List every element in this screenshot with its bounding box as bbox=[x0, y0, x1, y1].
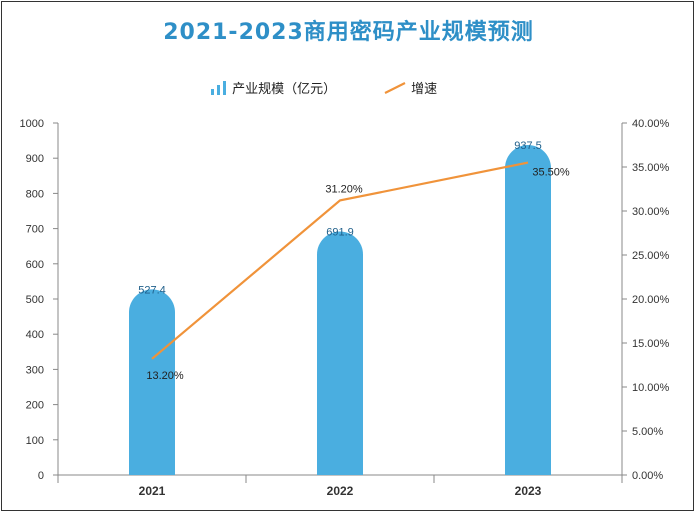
y-tick-label-right: 25.00% bbox=[632, 250, 670, 262]
x-tick-label: 2022 bbox=[327, 484, 354, 498]
y-tick-label-right: 10.00% bbox=[632, 382, 670, 394]
y-tick-label-right: 0.00% bbox=[632, 470, 663, 482]
bar-value-label: 691.9 bbox=[326, 226, 354, 238]
y-tick-label-left: 200 bbox=[26, 400, 44, 412]
y-tick-label-right: 20.00% bbox=[632, 294, 670, 306]
y-tick-label-left: 1000 bbox=[20, 118, 44, 130]
bar bbox=[505, 145, 551, 475]
legend-label-line: 增速 bbox=[411, 82, 438, 97]
y-tick-label-left: 300 bbox=[26, 364, 44, 376]
y-tick-label-right: 30.00% bbox=[632, 206, 670, 218]
legend-label-bars: 产业规模（亿元） bbox=[232, 82, 337, 97]
line-icon bbox=[384, 82, 406, 94]
growth-line bbox=[151, 161, 529, 360]
y-tick-label-left: 500 bbox=[26, 294, 44, 306]
bar-value-label: 527.4 bbox=[138, 284, 166, 296]
y-tick-label-left: 800 bbox=[26, 188, 44, 200]
y-tick-label-left: 400 bbox=[26, 329, 44, 341]
bar bbox=[129, 289, 175, 475]
legend: 产业规模（亿元） 增速 bbox=[0, 80, 697, 100]
y-tick-label-right: 5.00% bbox=[632, 426, 663, 438]
y-tick-label-left: 600 bbox=[26, 259, 44, 271]
growth-value-label: 13.20% bbox=[146, 370, 184, 382]
bar-value-label: 937.5 bbox=[514, 140, 542, 152]
bar bbox=[317, 231, 363, 475]
y-tick-label-right: 40.00% bbox=[632, 118, 670, 130]
y-tick-label-right: 35.00% bbox=[632, 162, 670, 174]
y-tick-label-right: 15.00% bbox=[632, 338, 670, 350]
y-tick-label-left: 700 bbox=[26, 224, 44, 236]
growth-value-label: 35.50% bbox=[532, 167, 570, 179]
x-tick-label: 2021 bbox=[139, 484, 166, 498]
chart-title: 2021-2023商用密码产业规模预测 bbox=[163, 20, 534, 45]
y-tick-label-left: 100 bbox=[26, 435, 44, 447]
x-tick-label: 2023 bbox=[515, 484, 542, 498]
y-tick-label-left: 900 bbox=[26, 153, 44, 165]
bar-chart-icon bbox=[211, 81, 226, 95]
legend-item-line: 增速 bbox=[383, 80, 437, 100]
growth-value-label: 31.20% bbox=[325, 183, 363, 195]
legend-item-bars: 产业规模（亿元） bbox=[210, 80, 336, 100]
y-tick-label-left: 0 bbox=[38, 470, 44, 482]
